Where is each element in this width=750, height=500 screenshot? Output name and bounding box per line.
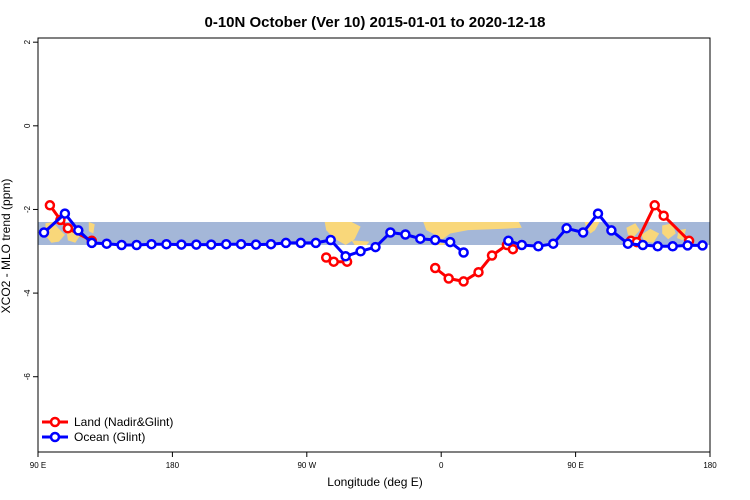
- legend-swatch-marker: [49, 416, 61, 428]
- legend: Land (Nadir&Glint)Ocean (Glint): [42, 415, 173, 444]
- map-band: [38, 222, 710, 245]
- data-point: [444, 236, 456, 248]
- data-point: [533, 241, 544, 252]
- y-tick-label: -2: [23, 205, 32, 213]
- data-point: [191, 239, 202, 250]
- x-tick-label: 180: [703, 461, 717, 470]
- legend-label: Ocean (Glint): [74, 430, 145, 444]
- data-point: [280, 237, 292, 249]
- data-point: [682, 240, 693, 251]
- data-point: [220, 238, 232, 250]
- data-point: [458, 276, 469, 287]
- data-point: [637, 239, 649, 251]
- x-tick-label: 180: [166, 461, 180, 470]
- data-point: [429, 262, 441, 274]
- data-point: [73, 225, 84, 236]
- data-point: [697, 240, 708, 251]
- data-point: [415, 233, 426, 244]
- data-point: [355, 246, 366, 257]
- data-point: [561, 223, 572, 234]
- data-point: [176, 239, 187, 250]
- legend-swatch-marker: [49, 431, 61, 443]
- data-point: [250, 239, 262, 250]
- land-mass: [88, 222, 95, 234]
- y-tick-label: 2: [23, 39, 32, 44]
- plot-frame: [37, 37, 711, 453]
- x-tick-label: 90 E: [30, 461, 46, 470]
- land-mass: [662, 223, 676, 240]
- plot-area: [37, 37, 711, 453]
- data-point: [606, 225, 617, 236]
- data-point: [328, 256, 339, 267]
- x-tick-label: 0: [439, 461, 444, 470]
- data-point: [59, 208, 71, 219]
- data-point: [443, 273, 454, 284]
- series-layer: [38, 200, 708, 287]
- data-point: [295, 237, 307, 249]
- data-point: [507, 243, 519, 255]
- y-tick-label: 0: [23, 123, 32, 128]
- x-tick-label: 90 E: [567, 461, 583, 470]
- data-point: [131, 239, 142, 251]
- data-point: [667, 241, 678, 252]
- axes: 90 E 180 90 W 0 90 E 180 2 0 -2 -4 -6: [23, 39, 717, 470]
- data-point: [101, 238, 112, 249]
- land-mass: [641, 228, 660, 243]
- legend-label: Land (Nadir&Glint): [74, 415, 173, 429]
- data-point: [265, 238, 277, 250]
- data-point: [86, 237, 98, 249]
- data-point: [516, 239, 528, 251]
- data-point: [370, 241, 381, 253]
- data-point: [38, 227, 50, 238]
- data-point: [577, 227, 589, 238]
- data-point: [473, 266, 484, 278]
- data-point: [235, 238, 247, 250]
- data-point: [205, 239, 217, 250]
- data-point: [44, 200, 56, 211]
- data-point: [62, 223, 74, 234]
- chart-title: 0-10N October (Ver 10) 2015-01-01 to 202…: [204, 14, 545, 31]
- land-mass: [626, 223, 640, 237]
- data-point: [658, 210, 669, 221]
- y-tick-label: -4: [23, 289, 32, 297]
- y-axis-label: XCO2 - MLO trend (ppm): [0, 179, 13, 314]
- land-mass: [423, 222, 522, 241]
- data-point: [652, 241, 663, 252]
- series-ocean: [38, 208, 708, 262]
- land-mass: [351, 240, 370, 245]
- data-point: [649, 200, 660, 211]
- data-point: [458, 247, 469, 258]
- data-point: [400, 229, 411, 240]
- data-point: [340, 251, 351, 262]
- data-point: [146, 238, 157, 250]
- ocean-band: [38, 222, 710, 245]
- data-point: [161, 238, 172, 250]
- data-point: [325, 234, 336, 246]
- y-tick-label: -6: [23, 373, 32, 381]
- data-point: [385, 227, 396, 238]
- data-point: [547, 238, 559, 249]
- data-point: [116, 239, 127, 251]
- data-point: [320, 252, 332, 263]
- data-point: [429, 234, 441, 246]
- x-tick-label: 90 W: [297, 461, 316, 470]
- data-point: [622, 238, 634, 249]
- data-point: [486, 250, 498, 261]
- data-point: [503, 235, 514, 247]
- data-point: [310, 237, 322, 249]
- x-axis-label: Longitude (deg E): [327, 475, 422, 489]
- land-mass: [324, 222, 361, 245]
- data-point: [592, 208, 604, 219]
